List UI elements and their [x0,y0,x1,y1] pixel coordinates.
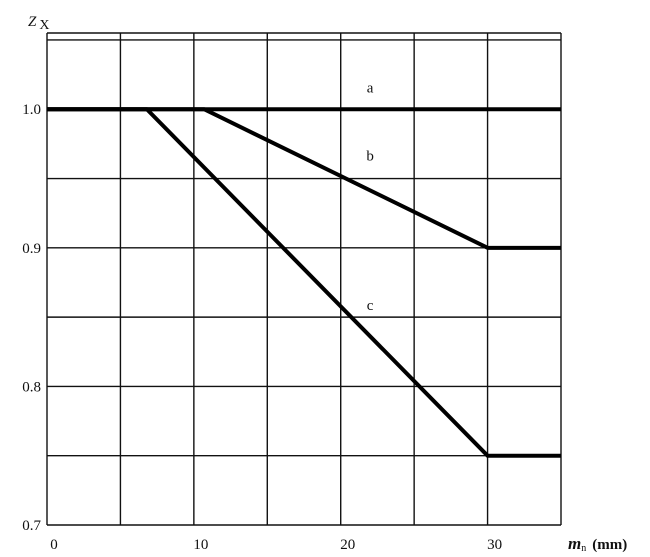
series-label-b: b [366,149,374,165]
x-tick-label: 10 [193,537,208,553]
series-line-c [47,107,561,458]
x-tick-label: 30 [487,537,502,553]
series-label-a: a [367,81,374,97]
y-tick-label: 0.7 [22,518,41,534]
y-tick-label: 1.0 [22,102,41,118]
tick-labels: 0 10 20 30 1.0 0.9 0.8 0.7 [22,102,502,553]
y-tick-label: 0.9 [22,241,41,257]
y-axis-label-sub: X [39,18,49,33]
series-lines: a b c [47,81,561,458]
x-tick-label: 0 [50,537,58,553]
grid [46,32,562,526]
x-tick-label: 20 [340,537,355,553]
y-tick-label: 0.8 [22,379,41,395]
series-label-c: c [367,298,374,314]
x-axis-label: mn (mm) [568,534,627,554]
